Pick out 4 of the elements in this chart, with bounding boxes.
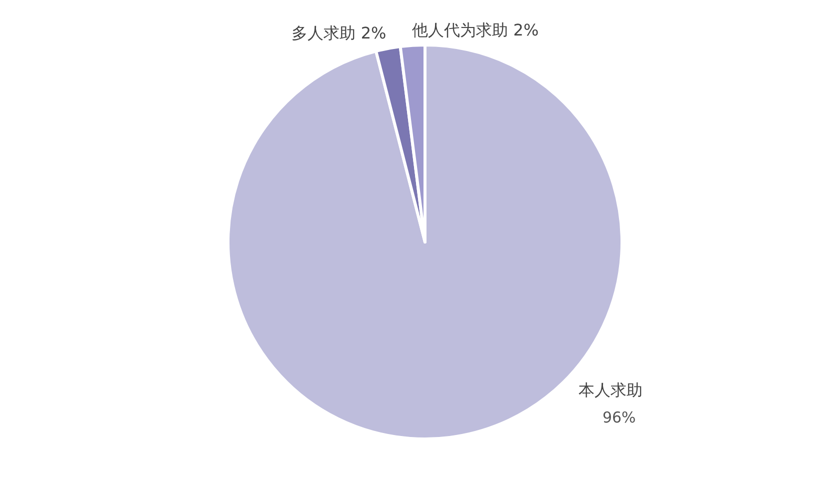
data-label: 96% bbox=[602, 408, 636, 426]
slice-label: 本人求助 bbox=[578, 380, 642, 400]
slice-label: 他人代为求助 2% bbox=[412, 20, 539, 40]
slice-label: 多人求助 2% bbox=[292, 24, 386, 43]
